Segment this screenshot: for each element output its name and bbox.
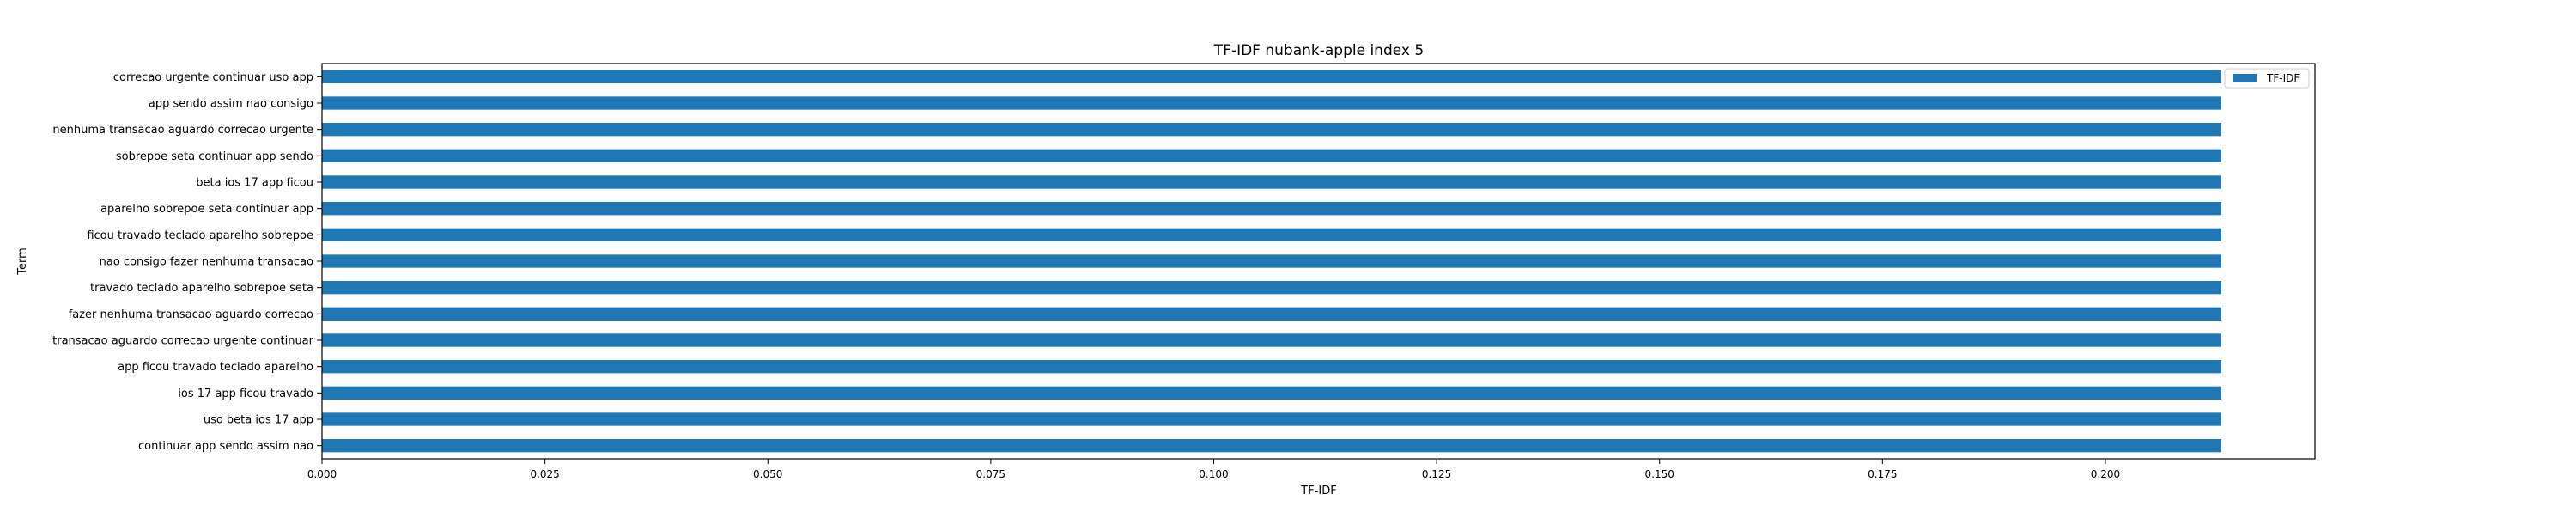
legend-label: TF-IDF [2266,72,2300,84]
y-tick-label: uso beta ios 17 app [204,414,313,427]
bar [322,281,2221,295]
bar [322,228,2221,241]
bar [322,360,2221,374]
x-axis-label: TF-IDF [1300,485,1336,498]
y-tick-label: travado teclado aparelho sobrepoe seta [90,282,313,295]
bar [322,70,2221,83]
bar [322,149,2221,162]
x-tick-label: 0.200 [2091,468,2120,480]
bar [322,307,2221,321]
x-tick-label: 0.000 [307,468,337,480]
y-tick-label: ios 17 app ficou travado [178,388,313,400]
x-axis: 0.000 0.025 0.050 0.075 0.100 0.125 0.150 0.175… [307,459,2120,480]
legend-box [2224,68,2310,89]
legend: TF-IDF [2224,68,2310,89]
y-axis: correcao urgente continuar uso app app se… [52,71,322,453]
x-tick-label: 0.175 [1868,468,1897,480]
y-tick-label: aparelho sobrepoe seta continuar app [100,203,313,216]
y-tick-label: nao consigo fazer nenhuma transacao [100,256,313,269]
y-tick-label: fazer nenhuma transacao aguardo correcao [69,308,313,321]
x-tick-label: 0.150 [1645,468,1674,480]
legend-swatch [2233,74,2257,82]
bar [322,175,2221,189]
y-axis-label: Term [16,247,29,276]
bar [322,96,2221,110]
y-tick-label: app ficou travado teclado aparelho [118,361,313,374]
chart-title: TF-IDF nubank-apple index 5 [1213,42,1424,59]
y-tick-label: app sendo assim nao consigo [149,98,313,111]
bars-layer [322,70,2221,453]
y-tick-label: nenhuma transacao aguardo correcao urgen… [52,124,313,137]
bar [322,439,2221,453]
bar [322,202,2221,216]
x-tick-label: 0.075 [976,468,1005,480]
x-tick-label: 0.125 [1422,468,1451,480]
bar [322,123,2221,137]
y-tick-label: correcao urgente continuar uso app [113,71,313,84]
y-tick-label: beta ios 17 app ficou [196,177,313,190]
plot-frame [321,63,2316,460]
y-tick-label: sobrepoe seta continuar app sendo [116,150,313,163]
x-tick-label: 0.100 [1199,468,1228,480]
bar [322,254,2221,268]
y-tick-label: transacao aguardo correcao urgente conti… [52,335,314,348]
x-tick-label: 0.025 [530,468,559,480]
bar [322,386,2221,400]
bar [322,333,2221,347]
x-tick-label: 0.050 [753,468,782,480]
bar [322,412,2221,426]
y-tick-label: ficou travado teclado aparelho sobrepoe [87,229,313,242]
y-tick-label: continuar app sendo assim nao [138,440,313,453]
